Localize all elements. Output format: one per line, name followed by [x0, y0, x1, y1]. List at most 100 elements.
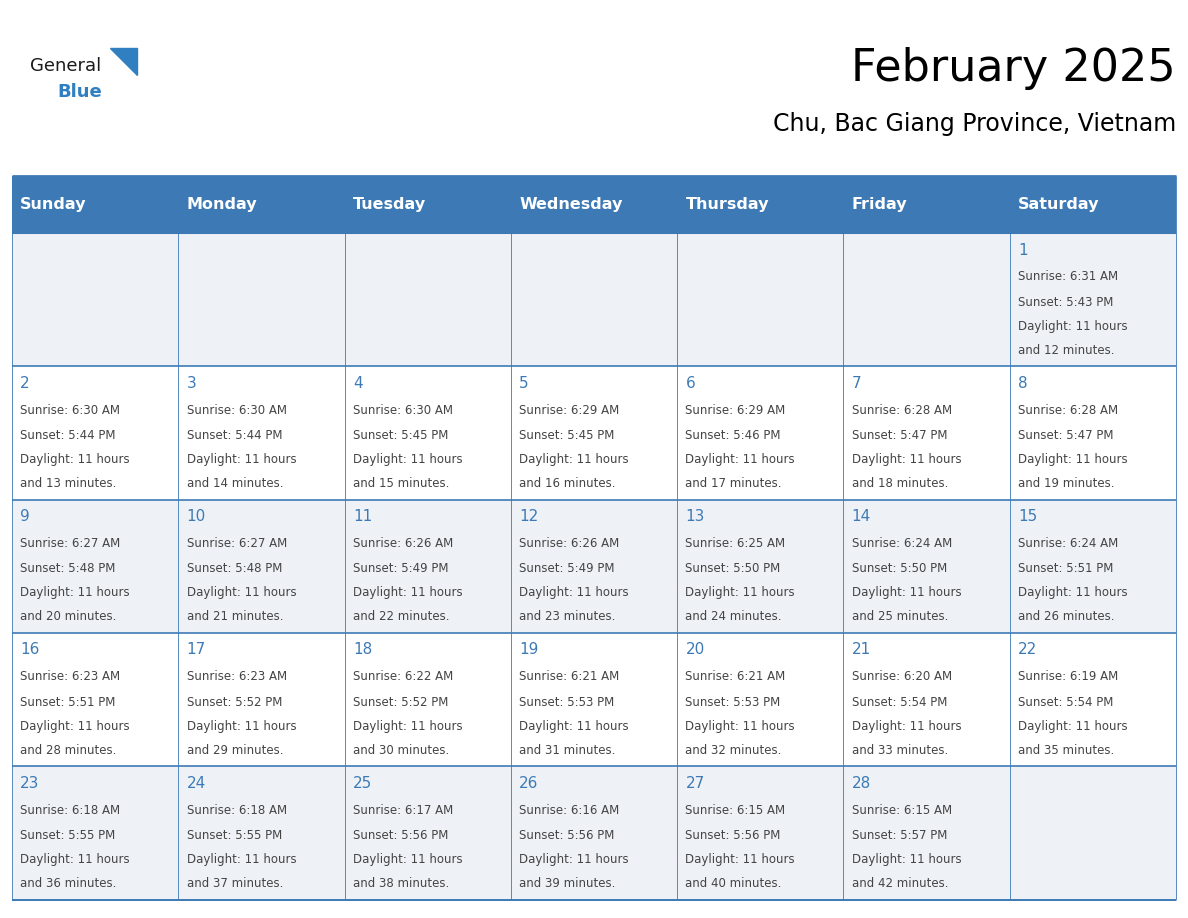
- Text: Daylight: 11 hours: Daylight: 11 hours: [1018, 453, 1127, 466]
- Text: Daylight: 11 hours: Daylight: 11 hours: [353, 853, 462, 866]
- Text: Daylight: 11 hours: Daylight: 11 hours: [20, 853, 129, 866]
- Text: Sunset: 5:48 PM: Sunset: 5:48 PM: [187, 563, 282, 576]
- Bar: [1010, 176, 1176, 233]
- Text: Sunrise: 6:23 AM: Sunrise: 6:23 AM: [187, 670, 286, 683]
- Text: Sunday: Sunday: [20, 197, 87, 212]
- Text: Daylight: 11 hours: Daylight: 11 hours: [1018, 720, 1127, 733]
- Text: and 13 minutes.: and 13 minutes.: [20, 477, 116, 490]
- Text: February 2025: February 2025: [852, 48, 1176, 90]
- Bar: [178, 633, 345, 767]
- Text: Sunset: 5:46 PM: Sunset: 5:46 PM: [685, 429, 781, 442]
- Text: Sunset: 5:51 PM: Sunset: 5:51 PM: [20, 696, 115, 709]
- Text: and 19 minutes.: and 19 minutes.: [1018, 477, 1114, 490]
- Text: Sunrise: 6:27 AM: Sunrise: 6:27 AM: [20, 537, 120, 550]
- Bar: [178, 499, 345, 633]
- Text: 4: 4: [353, 375, 362, 391]
- Text: Sunset: 5:45 PM: Sunset: 5:45 PM: [519, 429, 614, 442]
- Text: Sunset: 5:49 PM: Sunset: 5:49 PM: [353, 563, 448, 576]
- Text: and 35 minutes.: and 35 minutes.: [1018, 744, 1114, 756]
- Text: Daylight: 11 hours: Daylight: 11 hours: [852, 720, 961, 733]
- Text: and 20 minutes.: and 20 minutes.: [20, 610, 116, 623]
- Bar: [345, 633, 511, 767]
- Text: and 21 minutes.: and 21 minutes.: [187, 610, 283, 623]
- Text: 12: 12: [519, 509, 538, 524]
- Text: 27: 27: [685, 776, 704, 790]
- Text: 8: 8: [1018, 375, 1028, 391]
- Text: Sunrise: 6:30 AM: Sunrise: 6:30 AM: [187, 404, 286, 417]
- Text: 28: 28: [852, 776, 871, 790]
- Text: 1: 1: [1018, 242, 1028, 258]
- Text: Saturday: Saturday: [1018, 197, 1100, 212]
- Text: Sunrise: 6:18 AM: Sunrise: 6:18 AM: [187, 803, 286, 817]
- Bar: [178, 366, 345, 499]
- Text: and 40 minutes.: and 40 minutes.: [685, 877, 782, 890]
- Text: Sunrise: 6:23 AM: Sunrise: 6:23 AM: [20, 670, 120, 683]
- Text: Daylight: 11 hours: Daylight: 11 hours: [187, 453, 296, 466]
- Text: Sunrise: 6:17 AM: Sunrise: 6:17 AM: [353, 803, 453, 817]
- Text: and 26 minutes.: and 26 minutes.: [1018, 610, 1114, 623]
- Text: and 25 minutes.: and 25 minutes.: [852, 610, 948, 623]
- Text: Sunset: 5:43 PM: Sunset: 5:43 PM: [1018, 296, 1113, 308]
- Text: and 28 minutes.: and 28 minutes.: [20, 744, 116, 756]
- Text: and 24 minutes.: and 24 minutes.: [685, 610, 782, 623]
- Bar: [511, 767, 677, 900]
- Text: Daylight: 11 hours: Daylight: 11 hours: [852, 587, 961, 599]
- Text: and 23 minutes.: and 23 minutes.: [519, 610, 615, 623]
- Bar: [12, 499, 178, 633]
- Polygon shape: [110, 48, 137, 75]
- Text: Sunrise: 6:24 AM: Sunrise: 6:24 AM: [852, 537, 952, 550]
- Text: Sunrise: 6:15 AM: Sunrise: 6:15 AM: [685, 803, 785, 817]
- Text: and 36 minutes.: and 36 minutes.: [20, 877, 116, 890]
- Text: Blue: Blue: [57, 83, 102, 101]
- Bar: [511, 366, 677, 499]
- Text: Sunrise: 6:16 AM: Sunrise: 6:16 AM: [519, 803, 619, 817]
- Text: Friday: Friday: [852, 197, 908, 212]
- Text: 14: 14: [852, 509, 871, 524]
- Text: Sunset: 5:54 PM: Sunset: 5:54 PM: [1018, 696, 1113, 709]
- Text: Sunrise: 6:28 AM: Sunrise: 6:28 AM: [1018, 404, 1118, 417]
- Text: Sunset: 5:56 PM: Sunset: 5:56 PM: [519, 829, 614, 842]
- Text: Sunrise: 6:15 AM: Sunrise: 6:15 AM: [852, 803, 952, 817]
- Text: 17: 17: [187, 643, 206, 657]
- Text: 9: 9: [20, 509, 30, 524]
- Bar: [1010, 633, 1176, 767]
- Text: Daylight: 11 hours: Daylight: 11 hours: [852, 853, 961, 866]
- Bar: [345, 767, 511, 900]
- Text: 22: 22: [1018, 643, 1037, 657]
- Bar: [843, 233, 1010, 366]
- Text: 3: 3: [187, 375, 196, 391]
- Text: Wednesday: Wednesday: [519, 197, 623, 212]
- Text: 16: 16: [20, 643, 39, 657]
- Text: Sunrise: 6:26 AM: Sunrise: 6:26 AM: [353, 537, 453, 550]
- Text: Sunrise: 6:21 AM: Sunrise: 6:21 AM: [685, 670, 785, 683]
- Text: Sunset: 5:55 PM: Sunset: 5:55 PM: [187, 829, 282, 842]
- Text: Daylight: 11 hours: Daylight: 11 hours: [187, 720, 296, 733]
- Text: Sunrise: 6:29 AM: Sunrise: 6:29 AM: [685, 404, 785, 417]
- Text: Daylight: 11 hours: Daylight: 11 hours: [20, 453, 129, 466]
- Bar: [178, 233, 345, 366]
- Bar: [345, 366, 511, 499]
- Text: Daylight: 11 hours: Daylight: 11 hours: [1018, 319, 1127, 333]
- Text: 7: 7: [852, 375, 861, 391]
- Text: Sunrise: 6:22 AM: Sunrise: 6:22 AM: [353, 670, 453, 683]
- Text: Sunset: 5:47 PM: Sunset: 5:47 PM: [1018, 429, 1113, 442]
- Text: Sunrise: 6:19 AM: Sunrise: 6:19 AM: [1018, 670, 1118, 683]
- Bar: [677, 176, 843, 233]
- Text: Daylight: 11 hours: Daylight: 11 hours: [519, 853, 628, 866]
- Bar: [178, 767, 345, 900]
- Text: Tuesday: Tuesday: [353, 197, 426, 212]
- Bar: [12, 366, 178, 499]
- Bar: [843, 366, 1010, 499]
- Bar: [1010, 366, 1176, 499]
- Text: and 31 minutes.: and 31 minutes.: [519, 744, 615, 756]
- Bar: [12, 767, 178, 900]
- Text: 24: 24: [187, 776, 206, 790]
- Text: Daylight: 11 hours: Daylight: 11 hours: [685, 453, 795, 466]
- Text: Sunset: 5:56 PM: Sunset: 5:56 PM: [685, 829, 781, 842]
- Text: 20: 20: [685, 643, 704, 657]
- Bar: [12, 233, 178, 366]
- Text: Sunset: 5:48 PM: Sunset: 5:48 PM: [20, 563, 115, 576]
- Text: Daylight: 11 hours: Daylight: 11 hours: [187, 587, 296, 599]
- Text: Sunrise: 6:20 AM: Sunrise: 6:20 AM: [852, 670, 952, 683]
- Text: Sunset: 5:49 PM: Sunset: 5:49 PM: [519, 563, 614, 576]
